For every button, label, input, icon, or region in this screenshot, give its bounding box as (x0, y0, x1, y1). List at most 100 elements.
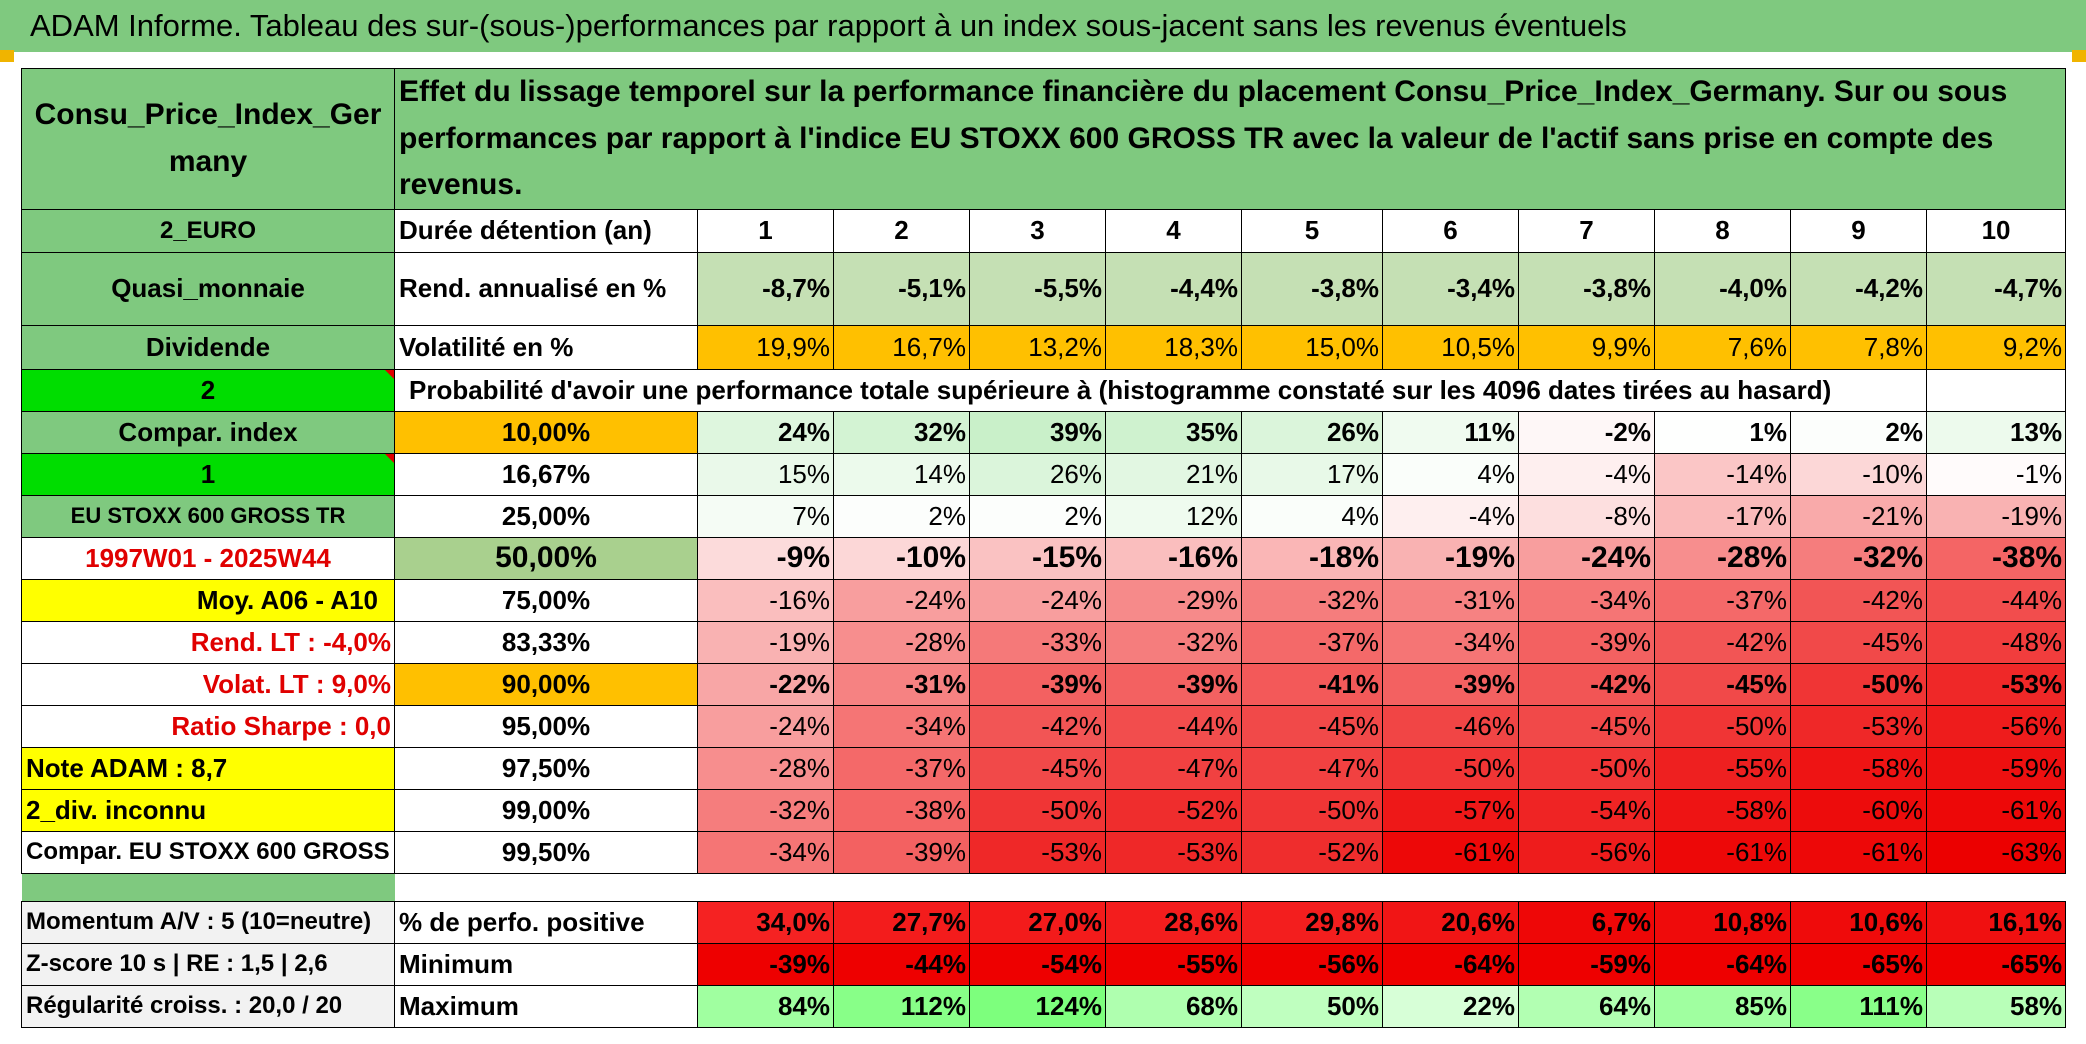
percentile-label: 50,00% (394, 536, 698, 580)
percentile-value: -19% (1382, 536, 1519, 580)
year-header: 3 (969, 208, 1106, 253)
percentile-value: -59% (1925, 746, 2067, 790)
percentile-value: -10% (833, 536, 970, 580)
rend-value: -4,2% (1790, 251, 1927, 326)
currency-cell: 2_EURO (21, 208, 395, 253)
percentile-row: 2_div. inconnu 99,00% -32% -38% -50% -52% -50%… (21, 788, 2067, 832)
percentile-value: -45% (969, 746, 1106, 790)
max-value: 58% (1925, 984, 2067, 1028)
volat-lt-cell: Volat. LT : 9,0% (21, 662, 395, 706)
percentile-value: -28% (1654, 536, 1791, 580)
percentile-value: -1% (1925, 452, 2067, 496)
percentile-value: -19% (697, 620, 834, 664)
percentile-label: 83,33% (394, 620, 698, 664)
percentile-value: -24% (1518, 536, 1655, 580)
percentile-value: 1% (1654, 410, 1791, 454)
min-value: -64% (1382, 942, 1519, 986)
percentile-value: -50% (1382, 746, 1519, 790)
percentile-value: -24% (969, 578, 1106, 622)
percentile-value: 26% (1241, 410, 1383, 454)
percentile-value: -22% (697, 662, 834, 706)
year-header: 10 (1925, 208, 2067, 253)
percentile-label: 90,00% (394, 662, 698, 706)
percentile-value: -50% (1241, 788, 1383, 832)
percentile-label: 16,67% (394, 452, 698, 496)
percentile-value: -34% (1518, 578, 1655, 622)
summary-label-cell: Régularité croiss. : 20,0 / 20 (21, 984, 395, 1028)
index-name-cell: EU STOXX 600 GROSS TR (21, 494, 395, 538)
positive-row: Momentum A/V : 5 (10=neutre)% de perfo. … (21, 900, 2067, 944)
pos-value: 28,6% (1105, 900, 1242, 944)
rend-value: -8,7% (697, 251, 834, 326)
vol-value: 7,8% (1790, 324, 1927, 370)
category-cell: Quasi_monnaie (21, 251, 395, 326)
vol-value: 18,3% (1105, 324, 1242, 370)
min-value: -65% (1925, 942, 2067, 986)
percentile-value: -44% (1925, 578, 2067, 622)
pos-value: 20,6% (1382, 900, 1519, 944)
percentile-value: -56% (1518, 830, 1655, 874)
vol-value: 10,5% (1382, 324, 1519, 370)
percentile-row: Moy. A06 - A10 75,00% -16% -24% -24% -29% -32%… (21, 578, 2067, 622)
year-header: 4 (1105, 208, 1242, 253)
percentile-value: -42% (1790, 578, 1927, 622)
min-value: -65% (1790, 942, 1927, 986)
percentile-value: -47% (1241, 746, 1383, 790)
percentile-label: 95,00% (394, 704, 698, 748)
percentile-value: -50% (1518, 746, 1655, 790)
percentile-value: -39% (1382, 662, 1519, 706)
percentile-value: -28% (833, 620, 970, 664)
percentile-row: Compar. index 10,00% 24% 32% 39% 35% 26% 11% -2%… (21, 410, 2067, 454)
percentile-row: Note ADAM : 8,7 97,50% -28% -37% -45% -47% -47… (21, 746, 2067, 790)
summary-label-cell: Z-score 10 s | RE : 1,5 | 2,6 (21, 942, 395, 986)
percentile-value: 26% (969, 452, 1106, 496)
percentile-value: -44% (1105, 704, 1242, 748)
max-value: 124% (969, 984, 1106, 1028)
percentile-value: -31% (833, 662, 970, 706)
rend-value: -3,8% (1241, 251, 1383, 326)
percentile-value: 12% (1105, 494, 1242, 538)
min-value: -44% (833, 942, 970, 986)
rend-value: -3,4% (1382, 251, 1519, 326)
summary-label-cell: Momentum A/V : 5 (10=neutre) (21, 900, 395, 944)
percentile-value: -53% (1105, 830, 1242, 874)
percentile-value: -32% (697, 788, 834, 832)
percentile-value: -58% (1654, 788, 1791, 832)
percentile-value: -2% (1518, 410, 1655, 454)
code1-cell: 1 (21, 452, 395, 496)
spacer-cell (21, 873, 395, 901)
vol-value: 9,9% (1518, 324, 1655, 370)
percentile-value: -45% (1654, 662, 1791, 706)
percentile-value: -41% (1241, 662, 1383, 706)
percentile-value: -14% (1654, 452, 1791, 496)
pos-value: 27,0% (969, 900, 1106, 944)
summary-metric-label: % de perfo. positive (394, 900, 698, 944)
max-value: 50% (1241, 984, 1383, 1028)
percentile-value: -63% (1925, 830, 2067, 874)
code2-cell: 2 (21, 368, 395, 412)
percentile-value: -52% (1105, 788, 1242, 832)
percentile-value: -4% (1518, 452, 1655, 496)
percentile-value: -42% (1654, 620, 1791, 664)
compar-index-cell: Compar. index (21, 410, 395, 454)
min-value: -64% (1654, 942, 1791, 986)
percentile-value: 7% (697, 494, 834, 538)
percentile-value: -34% (833, 704, 970, 748)
vol-value: 16,7% (833, 324, 970, 370)
percentile-value: 39% (969, 410, 1106, 454)
min-value: -54% (969, 942, 1106, 986)
percentile-value: 24% (697, 410, 834, 454)
percentile-value: -45% (1241, 704, 1383, 748)
percentile-value: 13% (1925, 410, 2067, 454)
percentile-value: -48% (1925, 620, 2067, 664)
percentile-value: -54% (1518, 788, 1655, 832)
description-cell: Effet du lissage temporel sur la perform… (393, 68, 2067, 210)
dividend-cell: Dividende (21, 324, 395, 370)
note-cell: Note ADAM : 8,7 (21, 746, 395, 790)
percentile-value: -61% (1654, 830, 1791, 874)
performance-table: Consu_Price_Index_Germany Effet du lissa… (21, 68, 2067, 1028)
vol-value: 19,9% (697, 324, 834, 370)
proba-label: Probabilité d'avoir une performance tota… (394, 368, 1927, 412)
rend-value: -3,8% (1518, 251, 1655, 326)
rend-value: -4,0% (1654, 251, 1791, 326)
